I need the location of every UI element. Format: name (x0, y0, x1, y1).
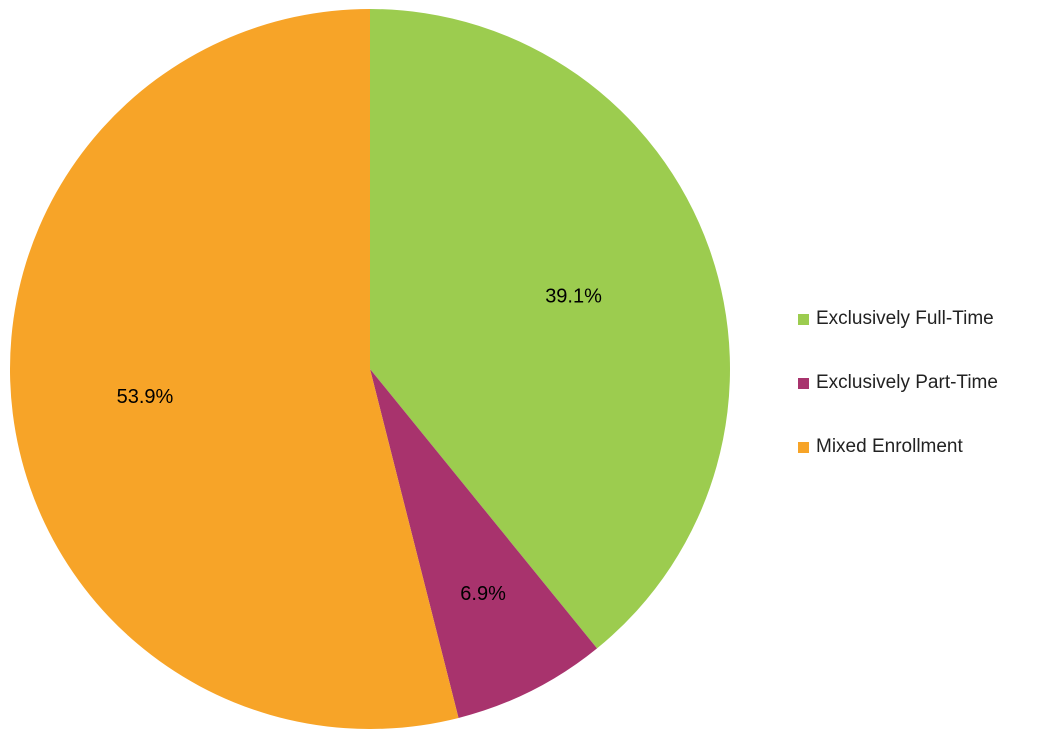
legend-item-mixed-enrollment: Mixed Enrollment (798, 436, 998, 458)
pie-slices (10, 9, 730, 729)
legend-item-exclusively-part-time: Exclusively Part-Time (798, 372, 998, 394)
legend-swatch-mixed-enrollment (798, 441, 809, 453)
legend-swatch-exclusively-part-time (798, 377, 809, 389)
data-label-mixed-enrollment: 53.9% (117, 386, 174, 408)
data-label-exclusively-part-time: 6.9% (460, 583, 506, 605)
legend-label-exclusively-part-time: Exclusively Part-Time (816, 372, 998, 393)
pie-data-labels: 39.1% 6.9% 53.9% (117, 286, 603, 605)
pie-slice-exclusively-part-time (370, 369, 598, 718)
data-label-exclusively-full-time: 39.1% (545, 286, 602, 308)
legend-swatch-exclusively-full-time (798, 313, 809, 325)
legend-label-exclusively-full-time: Exclusively Full-Time (816, 308, 994, 329)
legend-label-mixed-enrollment: Mixed Enrollment (816, 436, 963, 457)
legend-item-exclusively-full-time: Exclusively Full-Time (798, 308, 998, 330)
pie-slice-mixed-enrollment (10, 9, 459, 729)
legend: Exclusively Full-Time Exclusively Part-T… (798, 308, 998, 500)
pie-slice-exclusively-full-time (370, 9, 730, 649)
